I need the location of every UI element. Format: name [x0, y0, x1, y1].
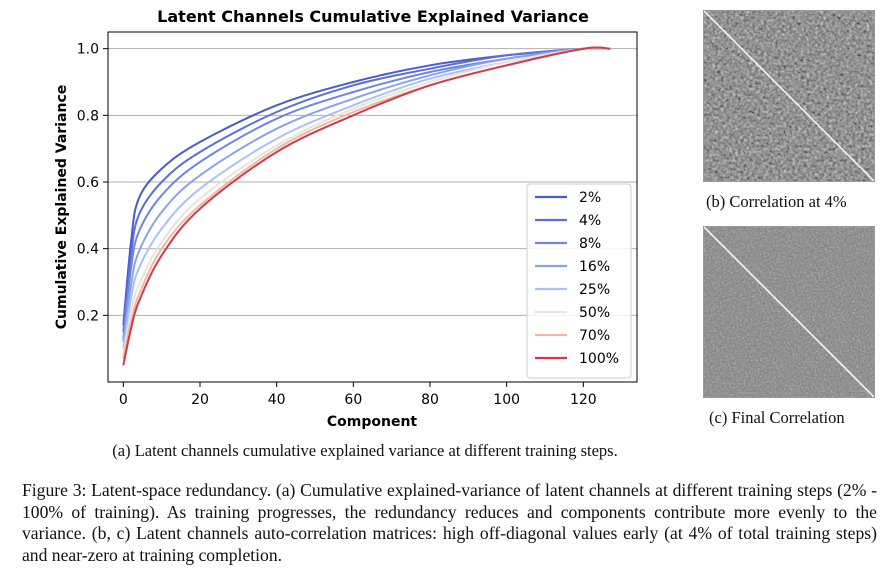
x-tick-label: 100: [493, 392, 520, 408]
plot-frame: [107, 31, 638, 383]
chart-legend: 2% 4% 8% 16% 25% 50% 70% 100%: [526, 183, 632, 379]
legend-label: 100%: [579, 351, 619, 367]
correlation-panel-c: [703, 226, 875, 398]
y-tick-label: 0.8: [77, 108, 99, 124]
x-tick-label: 60: [344, 392, 362, 408]
x-tick-label: 120: [570, 392, 597, 408]
correlation-matrix-early: [703, 10, 875, 182]
series-line-100pct: [122, 46, 611, 366]
caption-a: (a) Latent channels cumulative explained…: [112, 441, 618, 460]
y-tick-label: 0.2: [77, 308, 99, 324]
figure-caption: Figure 3: Latent-space redundancy. (a) C…: [22, 480, 877, 565]
y-axis-label: Cumulative Explained Variance: [54, 85, 70, 329]
y-tick-label: 0.6: [77, 175, 99, 191]
legend-label: 16%: [579, 259, 610, 275]
legend-label: 70%: [579, 328, 610, 344]
y-tick-label: 0.4: [77, 242, 99, 258]
series-line-4pct: [122, 47, 611, 333]
series-line-16pct: [122, 46, 611, 343]
x-tick-label: 20: [191, 392, 209, 408]
legend-box: [526, 183, 632, 379]
caption-c: (c) Final Correlation: [709, 408, 845, 427]
caption-b: (b) Correlation at 4%: [706, 192, 847, 211]
correlation-panel-b: [703, 10, 875, 182]
legend-label: 4%: [579, 213, 601, 229]
chart-title: Latent Channels Cumulative Explained Var…: [157, 7, 589, 26]
legend-label: 25%: [579, 282, 610, 298]
legend-label: 8%: [579, 236, 601, 252]
x-tick-label: 80: [421, 392, 439, 408]
x-tick-label: 40: [268, 392, 286, 408]
legend-label: 2%: [579, 190, 601, 206]
y-tick-label: 1.0: [77, 42, 99, 58]
series-lines: [122, 46, 611, 366]
correlation-matrix-final: [703, 226, 875, 398]
axis-ticks: 0.2 0.4 0.6 0.8 1.0 0 20 40 60 80 100 120: [77, 42, 597, 408]
series-line-50pct: [122, 46, 611, 356]
explained-variance-chart: Latent Channels Cumulative Explained Var…: [54, 7, 638, 430]
x-axis-label: Component: [327, 414, 418, 430]
legend-label: 50%: [579, 305, 610, 321]
x-tick-label: 0: [119, 392, 128, 408]
